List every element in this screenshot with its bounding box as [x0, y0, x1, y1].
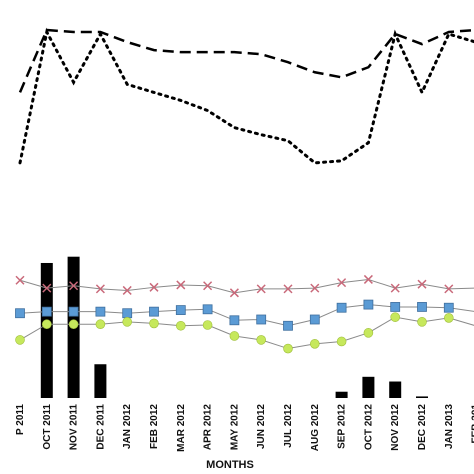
point-circle-15	[417, 317, 427, 327]
point-circle-0	[15, 335, 25, 345]
x-tick-label-10: JUL 2012	[283, 404, 294, 448]
point-x-11	[310, 283, 320, 293]
point-circle-12	[336, 336, 347, 347]
x-tick-label-12: SEP 2012	[337, 404, 348, 449]
point-circle-10	[283, 343, 293, 354]
point-square-6	[175, 305, 186, 315]
lower-series-line-x	[19, 278, 474, 294]
point-circle-13	[363, 328, 374, 338]
bar-14	[389, 381, 402, 398]
x-tick-label-3: DEC 2011	[95, 404, 106, 450]
point-x-7	[203, 281, 213, 291]
point-x-5	[149, 282, 159, 292]
x-tick-label-1: OCT 2011	[42, 404, 53, 450]
upper-series-line-dotted	[18, 27, 474, 165]
x-tick-label-16: JAN 2013	[444, 404, 455, 449]
point-circle-14	[390, 312, 401, 322]
point-square-0	[15, 308, 25, 319]
markers-layer	[15, 274, 454, 354]
point-square-10	[283, 320, 293, 331]
point-circle-4	[122, 317, 132, 327]
bar-12	[335, 391, 348, 398]
point-circle-9	[256, 335, 267, 345]
point-x-12	[337, 278, 347, 288]
x-tick-label-15: DEC 2012	[417, 404, 428, 451]
point-x-13	[363, 274, 373, 284]
point-square-12	[336, 302, 347, 313]
x-tick-labels: P 2011 OCT 2011 NOV 2011 DEC 2011 JAN 2012 FE…	[15, 404, 474, 452]
point-square-2	[68, 306, 79, 317]
x-tick-label-17: FEB 201	[471, 404, 474, 444]
point-x-16	[444, 284, 454, 294]
point-circle-11	[309, 339, 320, 349]
lower-lines-layer	[19, 278, 474, 350]
point-square-14	[390, 302, 401, 312]
point-square-11	[309, 314, 320, 325]
point-circle-5	[149, 318, 159, 329]
point-x-15	[417, 279, 427, 289]
x-tick-label-14: NOV 2012	[390, 404, 401, 451]
x-tick-label-6: MAR 2012	[176, 404, 187, 452]
point-circle-7	[202, 320, 213, 330]
point-circle-6	[176, 320, 186, 331]
bar-15	[416, 396, 428, 398]
point-square-16	[443, 302, 454, 313]
point-square-5	[149, 306, 159, 317]
x-tick-label-2: NOV 2011	[69, 404, 80, 451]
x-tick-label-0: P 2011	[15, 404, 26, 435]
point-circle-3	[95, 319, 106, 330]
point-circle-8	[229, 331, 240, 341]
point-square-9	[256, 314, 267, 325]
point-x-14	[390, 283, 400, 293]
upper-series-line-dashed	[18, 28, 474, 93]
bar-13	[362, 376, 375, 398]
point-x-2	[69, 281, 79, 291]
x-tick-label-7: APR 2012	[203, 404, 214, 451]
point-square-4	[122, 308, 133, 319]
point-x-1	[42, 283, 52, 293]
point-circle-16	[443, 313, 454, 323]
point-x-3	[95, 284, 105, 294]
bar-1	[40, 262, 53, 398]
x-tick-label-5: FEB 2012	[149, 404, 160, 449]
point-circle-1	[41, 319, 52, 330]
point-x-6	[176, 280, 186, 290]
point-square-1	[41, 306, 52, 317]
lower-series-line-square	[19, 304, 474, 327]
lower-series-line-circle	[19, 316, 474, 350]
point-square-8	[229, 315, 240, 326]
x-tick-label-13: OCT 2012	[363, 404, 374, 451]
x-tick-label-11: AUG 2012	[310, 404, 321, 452]
point-x-9	[256, 284, 266, 294]
x-axis-title: MONTHS	[206, 459, 254, 471]
point-x-4	[122, 285, 132, 295]
x-tick-label-9: JUN 2012	[256, 404, 267, 449]
point-square-3	[95, 306, 106, 317]
point-x-10	[283, 284, 293, 294]
point-square-7	[202, 304, 213, 315]
point-square-13	[363, 299, 374, 310]
bar-3	[94, 364, 107, 398]
point-circle-2	[68, 319, 79, 330]
upper-panel	[18, 27, 474, 165]
x-tick-label-8: MAY 2012	[229, 404, 240, 451]
point-square-15	[417, 302, 427, 312]
point-x-8	[229, 288, 239, 298]
x-tick-label-4: JAN 2012	[122, 404, 133, 449]
point-x-0	[15, 275, 25, 285]
